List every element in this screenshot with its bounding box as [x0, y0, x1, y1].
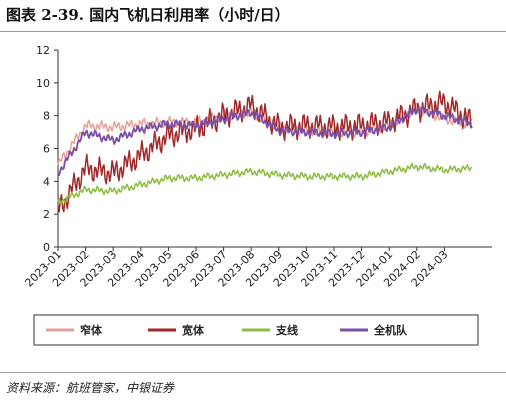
y-tick-label: 2	[43, 208, 50, 221]
legend-label: 宽体	[181, 323, 205, 337]
chart-axes	[57, 50, 492, 248]
title-bar: 图表 2-39. 国内飞机日利用率（小时/日）	[0, 0, 506, 32]
series-line	[57, 162, 473, 205]
title-divider	[0, 31, 506, 32]
daily-utilization-chart: 0 2 4 6 8 10 12 2023-012023-022023-032023-0420…	[22, 44, 492, 346]
source-note: 资料来源：航班管家，中银证券	[6, 381, 175, 395]
series-line	[57, 104, 473, 177]
legend-label: 全机队	[373, 323, 408, 337]
legend-label: 支线	[275, 323, 298, 337]
y-ticks: 0 2 4 6 8 10 12	[36, 44, 58, 254]
y-tick-label: 0	[43, 241, 50, 254]
legend-items: 窄体 宽体 支线 全机队	[46, 323, 408, 337]
legend-label: 窄体	[80, 323, 103, 337]
x-ticks: 2023-012023-022023-032023-042023-052023-…	[22, 247, 451, 290]
legend: 窄体 宽体 支线 全机队	[33, 314, 479, 346]
y-tick-label: 4	[43, 175, 50, 188]
y-tick-label: 10	[36, 77, 50, 90]
y-tick-label: 12	[36, 44, 50, 57]
y-tick-label: 6	[43, 143, 50, 156]
y-tick-label: 8	[43, 110, 50, 123]
series-lines	[57, 90, 473, 213]
source-divider	[0, 372, 506, 373]
page-title: 图表 2-39. 国内飞机日利用率（小时/日）	[6, 6, 290, 24]
